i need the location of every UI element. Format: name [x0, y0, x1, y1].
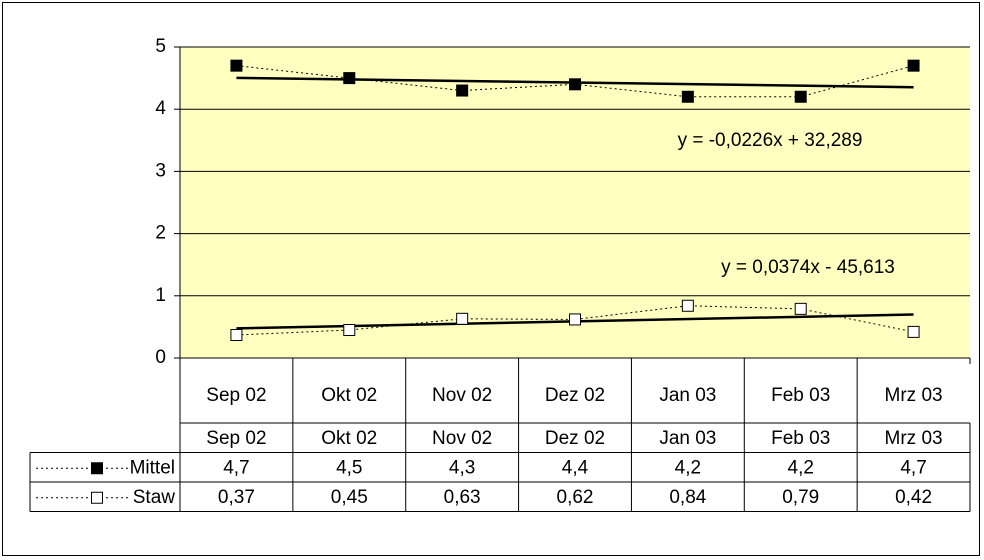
y-tick-label: 1	[155, 285, 166, 306]
x-tick-label: Mrz 03	[885, 385, 943, 406]
plot-area	[180, 47, 970, 358]
table-value: 0,37	[218, 487, 255, 508]
table-value: 4,3	[449, 457, 475, 478]
x-tick-label: Nov 02	[432, 385, 492, 406]
legend-key-marker	[91, 491, 103, 504]
table-value: 4,4	[562, 457, 589, 478]
table-header: Mrz 03	[885, 428, 943, 449]
table-value: 0,42	[895, 487, 932, 508]
table-value: 0,62	[557, 487, 594, 508]
table-header: Nov 02	[432, 428, 492, 449]
x-tick-label: Jan 03	[659, 385, 716, 406]
x-tick-label: Feb 03	[771, 385, 830, 406]
table-value: 4,2	[675, 457, 701, 478]
table-value: 0,63	[444, 487, 481, 508]
table-value: 4,7	[900, 457, 926, 478]
trendline-equation: y = 0,0374x - 45,613	[721, 257, 895, 278]
marker	[569, 78, 581, 91]
table-value: 0,45	[331, 487, 368, 508]
x-tick-label: Okt 02	[321, 385, 377, 406]
marker	[456, 84, 469, 97]
marker	[681, 90, 694, 103]
table-value: 0,79	[782, 487, 819, 508]
y-tick-label: 0	[155, 347, 166, 368]
x-tick-label: Sep 02	[206, 385, 266, 406]
marker	[343, 324, 356, 337]
trendline-equation: y = -0,0226x + 32,289	[678, 130, 863, 151]
table-value: 0,84	[669, 487, 706, 508]
table-value: 4,7	[223, 457, 249, 478]
table-header: Feb 03	[771, 428, 830, 449]
legend-key-marker	[91, 462, 103, 475]
legend-label: Staw	[133, 487, 176, 508]
y-tick-label: 4	[155, 98, 166, 119]
y-tick-label: 3	[155, 160, 166, 181]
table-header: Jan 03	[659, 428, 716, 449]
table-header: Okt 02	[321, 428, 377, 449]
marker	[907, 325, 920, 338]
marker	[794, 90, 807, 103]
y-tick-label: 5	[155, 36, 166, 57]
y-tick-label: 2	[155, 223, 166, 244]
marker	[456, 312, 469, 325]
x-tick-label: Dez 02	[545, 385, 605, 406]
marker	[681, 299, 694, 312]
legend-label: Mittel	[130, 457, 175, 478]
marker	[230, 328, 243, 341]
table-header: Sep 02	[206, 428, 266, 449]
marker	[230, 59, 243, 72]
marker	[794, 302, 807, 315]
table-value: 4,5	[336, 457, 362, 478]
marker	[907, 59, 920, 72]
marker	[343, 72, 356, 85]
table-value: 4,2	[788, 457, 814, 478]
marker	[569, 313, 581, 326]
table-header: Dez 02	[545, 428, 605, 449]
